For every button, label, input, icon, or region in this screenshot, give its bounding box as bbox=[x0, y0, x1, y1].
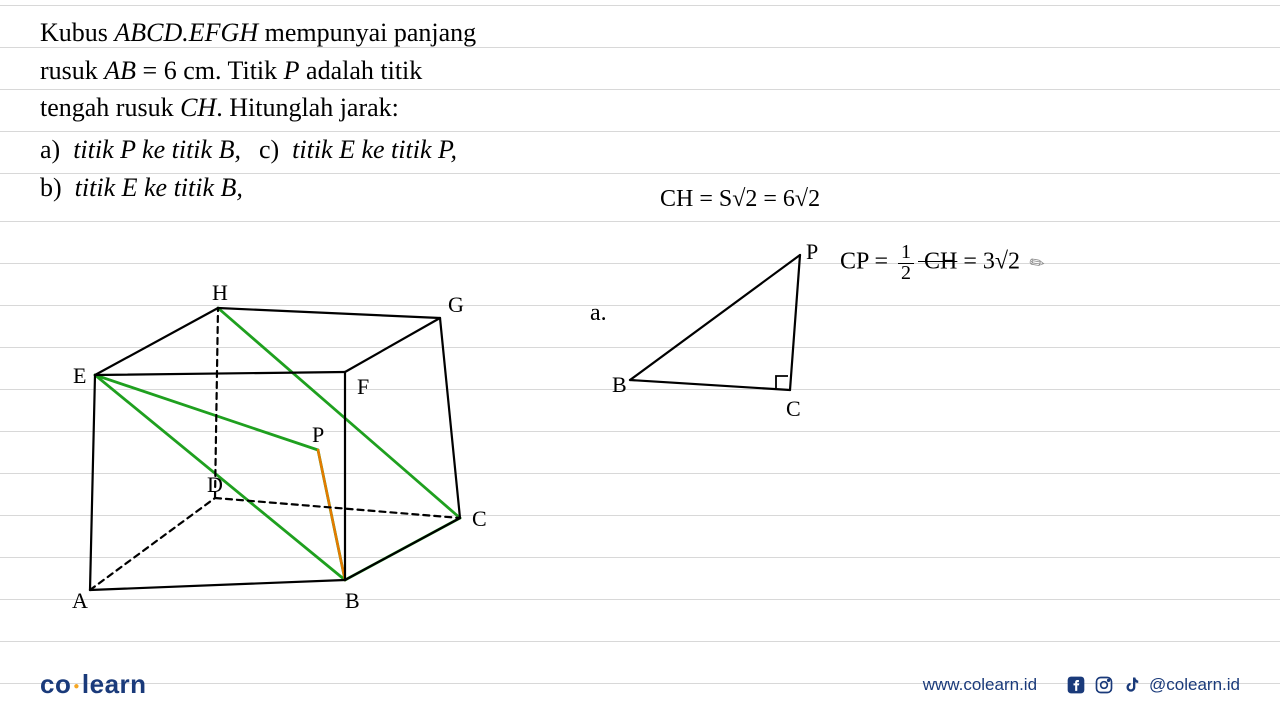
svg-text:P: P bbox=[806, 240, 818, 264]
option-b: b) titik E ke titik B, bbox=[40, 169, 243, 207]
svg-text:B: B bbox=[345, 588, 360, 613]
problem-line-2: rusuk AB = 6 cm. Titik P adalah titik bbox=[40, 52, 640, 90]
handwriting-line-2: CP = 12 CH = 3√2 ✎ bbox=[840, 242, 1045, 284]
svg-text:P: P bbox=[312, 422, 324, 447]
svg-text:H: H bbox=[212, 280, 228, 305]
footer-handle: @colearn.id bbox=[1149, 675, 1240, 695]
svg-text:E: E bbox=[73, 363, 86, 388]
social-icons: @colearn.id bbox=[1065, 674, 1240, 696]
problem-statement: Kubus ABCD.EFGH mempunyai panjang rusuk … bbox=[40, 14, 640, 206]
svg-text:a.: a. bbox=[590, 300, 607, 326]
footer-url: www.colearn.id bbox=[923, 675, 1037, 695]
handwriting-line-1: CH = S√2 = 6√2 bbox=[660, 186, 820, 213]
svg-text:B: B bbox=[612, 372, 627, 397]
facebook-icon bbox=[1065, 674, 1087, 696]
svg-text:D: D bbox=[207, 472, 223, 497]
svg-text:A: A bbox=[72, 588, 88, 613]
brand-logo: co●learn bbox=[40, 669, 147, 700]
svg-text:C: C bbox=[786, 396, 801, 420]
problem-line-3: tengah rusuk CH. Hitunglah jarak: bbox=[40, 89, 640, 127]
option-c: c) titik E ke titik P, bbox=[259, 131, 457, 169]
triangle-diagram: B C Pa. bbox=[580, 240, 840, 420]
tiktok-icon bbox=[1121, 674, 1143, 696]
problem-line-1: Kubus ABCD.EFGH mempunyai panjang bbox=[40, 14, 640, 52]
instagram-icon bbox=[1093, 674, 1115, 696]
options-list: a) titik P ke titik B, c) titik E ke tit… bbox=[40, 131, 640, 206]
option-a: a) titik P ke titik B, bbox=[40, 131, 241, 169]
svg-text:C: C bbox=[472, 506, 487, 531]
cube-diagram: A B C D E F G H P bbox=[70, 280, 490, 660]
svg-text:F: F bbox=[357, 374, 369, 399]
footer: co●learn www.colearn.id @colearn.id bbox=[0, 669, 1280, 700]
svg-text:G: G bbox=[448, 292, 464, 317]
